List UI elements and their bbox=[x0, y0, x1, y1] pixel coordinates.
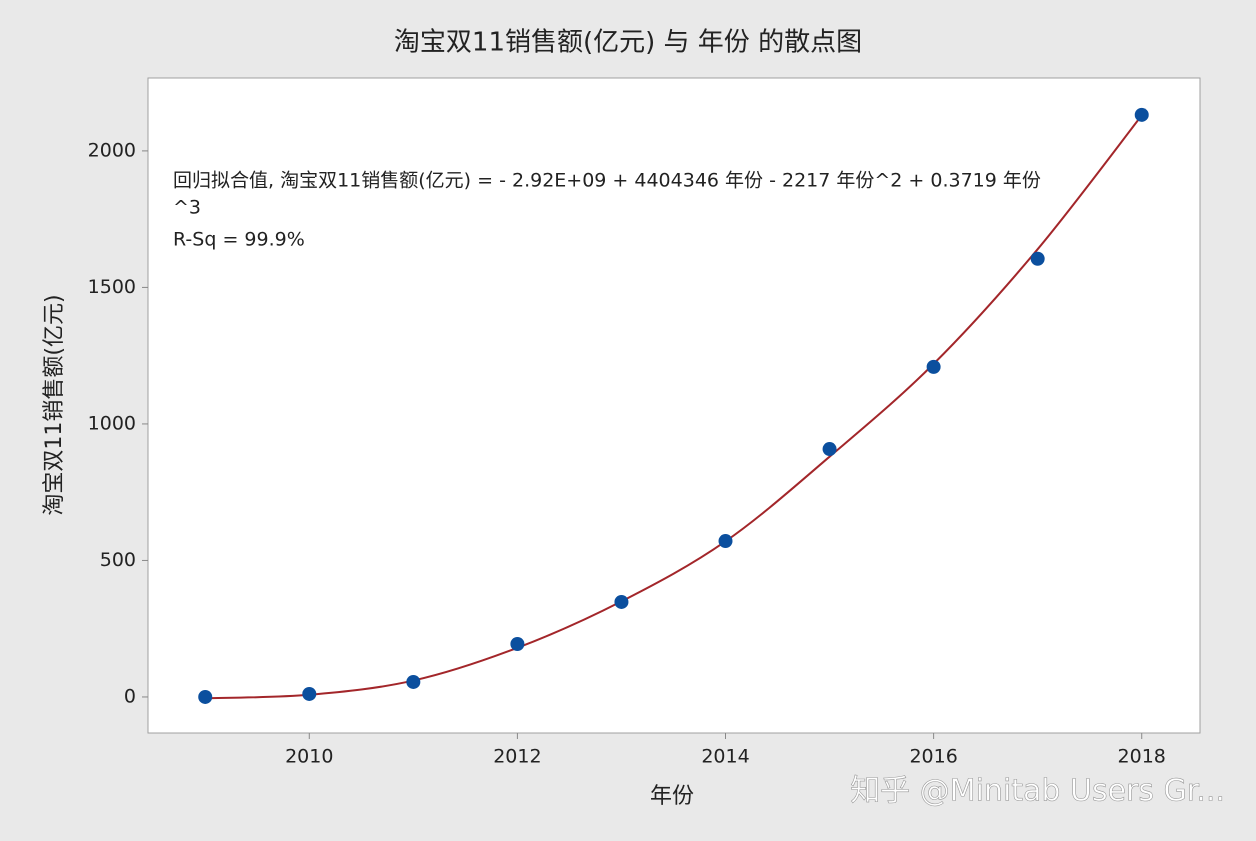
y-tick-label: 0 bbox=[124, 685, 136, 707]
y-tick-label: 1500 bbox=[88, 276, 136, 298]
x-tick-label: 2018 bbox=[1118, 746, 1166, 768]
x-tick-label: 2014 bbox=[701, 746, 749, 768]
point bbox=[926, 359, 941, 374]
x-tick-label: 2010 bbox=[285, 746, 333, 768]
plot-area bbox=[147, 77, 1201, 734]
annotation: 回归拟合值, 淘宝双11销售额(亿元) = - 2.92E+09 + 44043… bbox=[173, 170, 1041, 192]
point bbox=[822, 442, 837, 457]
point bbox=[198, 689, 213, 704]
point bbox=[510, 636, 525, 651]
y-tick-label: 500 bbox=[100, 549, 136, 571]
point bbox=[1134, 107, 1149, 122]
point bbox=[302, 686, 317, 701]
y-tick-label: 2000 bbox=[88, 139, 136, 161]
point bbox=[1030, 251, 1045, 266]
point bbox=[718, 534, 733, 549]
watermark: 知乎 @Minitab Users Gr... bbox=[850, 774, 1225, 809]
y-tick-label: 1000 bbox=[88, 412, 136, 434]
fit-line bbox=[205, 114, 1143, 700]
annotation: R-Sq = 99.9% bbox=[173, 229, 305, 251]
annotation: ^3 bbox=[173, 197, 201, 219]
x-axis-label: 年份 bbox=[650, 784, 694, 809]
chart-title: 淘宝双11销售额(亿元) 与 年份 的散点图 bbox=[394, 28, 862, 58]
x-tick-label: 2016 bbox=[909, 746, 957, 768]
point bbox=[614, 594, 629, 609]
x-tick-label: 2012 bbox=[493, 746, 541, 768]
y-axis-label: 淘宝双11销售额(亿元) bbox=[42, 294, 67, 515]
point bbox=[406, 674, 421, 689]
